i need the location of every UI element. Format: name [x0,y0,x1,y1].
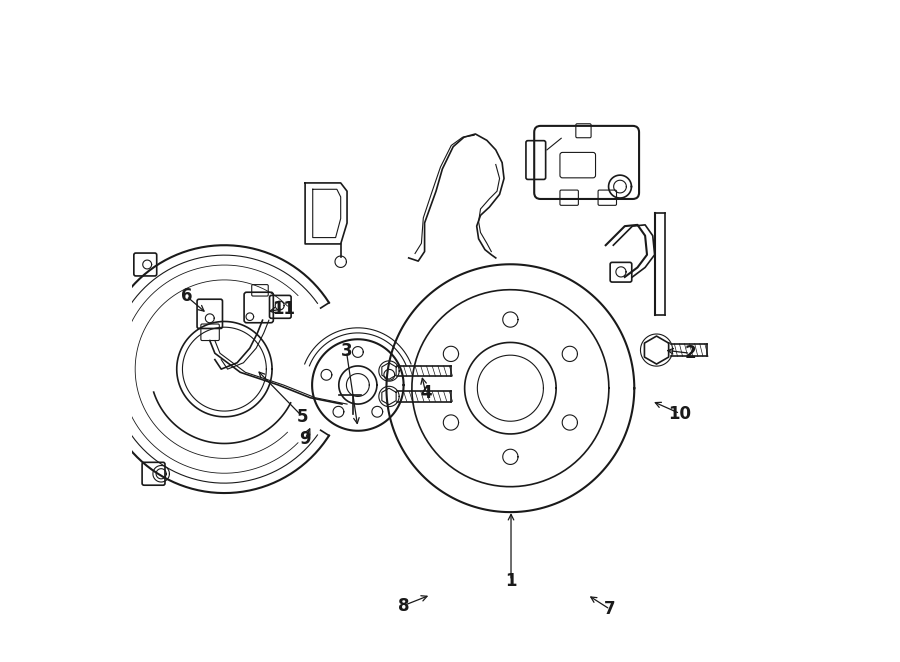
Text: 4: 4 [420,384,432,402]
Text: 6: 6 [181,287,192,305]
Text: 7: 7 [604,600,616,618]
Text: 5: 5 [297,408,309,426]
Text: 2: 2 [684,344,696,362]
Text: 11: 11 [272,300,295,318]
Text: 1: 1 [505,572,517,590]
Text: 8: 8 [398,596,410,614]
Text: 10: 10 [669,404,691,422]
Text: 3: 3 [340,342,352,360]
Text: 9: 9 [300,430,310,448]
